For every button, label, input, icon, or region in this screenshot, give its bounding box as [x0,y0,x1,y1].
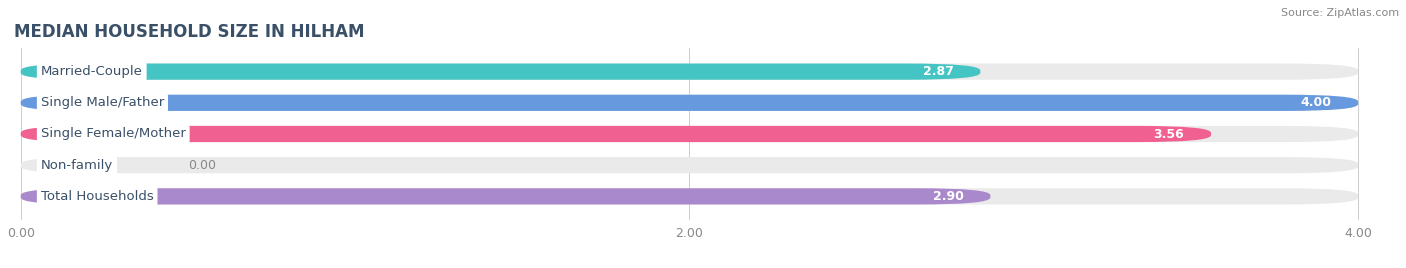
Text: 3.56: 3.56 [1153,128,1184,140]
Text: 0.00: 0.00 [188,159,217,172]
FancyBboxPatch shape [21,126,1211,142]
Text: 2.90: 2.90 [932,190,963,203]
Text: 4.00: 4.00 [1301,96,1331,109]
FancyBboxPatch shape [21,64,1358,80]
FancyBboxPatch shape [21,188,1358,204]
FancyBboxPatch shape [21,95,1358,111]
Text: MEDIAN HOUSEHOLD SIZE IN HILHAM: MEDIAN HOUSEHOLD SIZE IN HILHAM [14,23,364,41]
FancyBboxPatch shape [21,64,980,80]
Text: Single Male/Father: Single Male/Father [41,96,165,109]
FancyBboxPatch shape [21,188,990,204]
FancyBboxPatch shape [21,95,1358,111]
FancyBboxPatch shape [21,157,1358,173]
Text: Single Female/Mother: Single Female/Mother [41,128,186,140]
Text: Married-Couple: Married-Couple [41,65,142,78]
Text: Source: ZipAtlas.com: Source: ZipAtlas.com [1281,8,1399,18]
Text: 2.87: 2.87 [922,65,953,78]
FancyBboxPatch shape [21,126,1358,142]
Text: Non-family: Non-family [41,159,112,172]
Text: Total Households: Total Households [41,190,153,203]
